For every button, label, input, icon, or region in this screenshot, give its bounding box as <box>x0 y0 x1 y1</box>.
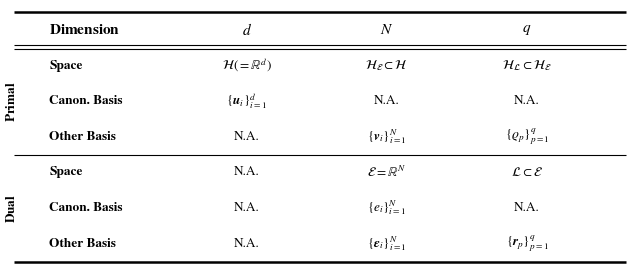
Text: $\{\boldsymbol{v}_i\}_{i=1}^{N}$: $\{\boldsymbol{v}_i\}_{i=1}^{N}$ <box>367 127 406 146</box>
Text: $\{\varrho_p\}_{p=1}^{q}$: $\{\varrho_p\}_{p=1}^{q}$ <box>505 127 549 147</box>
Text: N.A.: N.A. <box>234 202 260 214</box>
Text: N.A.: N.A. <box>234 238 260 250</box>
Text: $\bf{Dimension}$: $\bf{Dimension}$ <box>49 23 120 37</box>
Text: N.A.: N.A. <box>514 202 540 214</box>
Text: Canon. Basis: Canon. Basis <box>49 95 123 107</box>
Text: $N$: $N$ <box>380 23 394 37</box>
Text: $\{\boldsymbol{r}_p\}_{p=1}^{q}$: $\{\boldsymbol{r}_p\}_{p=1}^{q}$ <box>506 234 548 254</box>
Text: $d$: $d$ <box>242 22 252 38</box>
Text: $\mathcal{L} \subset \mathcal{E}$: $\mathcal{L} \subset \mathcal{E}$ <box>511 166 543 179</box>
Text: Space: Space <box>49 166 83 179</box>
Text: $\{\boldsymbol{\epsilon}_i\}_{i=1}^{N}$: $\{\boldsymbol{\epsilon}_i\}_{i=1}^{N}$ <box>367 234 407 253</box>
Text: $\mathcal{H}_{\mathcal{E}} \subset \mathcal{H}$: $\mathcal{H}_{\mathcal{E}} \subset \math… <box>365 58 408 73</box>
Text: $\{e_i\}_{i=1}^{N}$: $\{e_i\}_{i=1}^{N}$ <box>367 199 406 217</box>
Text: Other Basis: Other Basis <box>49 238 116 250</box>
Text: $q$: $q$ <box>522 23 532 37</box>
Text: $\{\boldsymbol{u}_i\}_{i=1}^{d}$: $\{\boldsymbol{u}_i\}_{i=1}^{d}$ <box>226 92 268 111</box>
Text: $\bf{Primal}$: $\bf{Primal}$ <box>5 81 18 122</box>
Text: Space: Space <box>49 60 83 72</box>
Text: $\mathcal{E} = \mathbb{R}^{N}$: $\mathcal{E} = \mathbb{R}^{N}$ <box>367 165 406 180</box>
Text: $\mathcal{H}(=\mathbb{R}^{d})$: $\mathcal{H}(=\mathbb{R}^{d})$ <box>221 57 272 74</box>
Text: N.A.: N.A. <box>374 95 400 107</box>
Text: $\mathcal{H}_{\mathcal{L}} \subset \mathcal{H}_{\mathcal{E}}$: $\mathcal{H}_{\mathcal{L}} \subset \math… <box>502 58 552 73</box>
Text: Other Basis: Other Basis <box>49 131 116 143</box>
Text: $\bf{Dual}$: $\bf{Dual}$ <box>5 193 18 222</box>
Text: N.A.: N.A. <box>234 131 260 143</box>
Text: N.A.: N.A. <box>514 95 540 107</box>
Text: Canon. Basis: Canon. Basis <box>49 202 123 214</box>
Text: N.A.: N.A. <box>234 167 260 178</box>
